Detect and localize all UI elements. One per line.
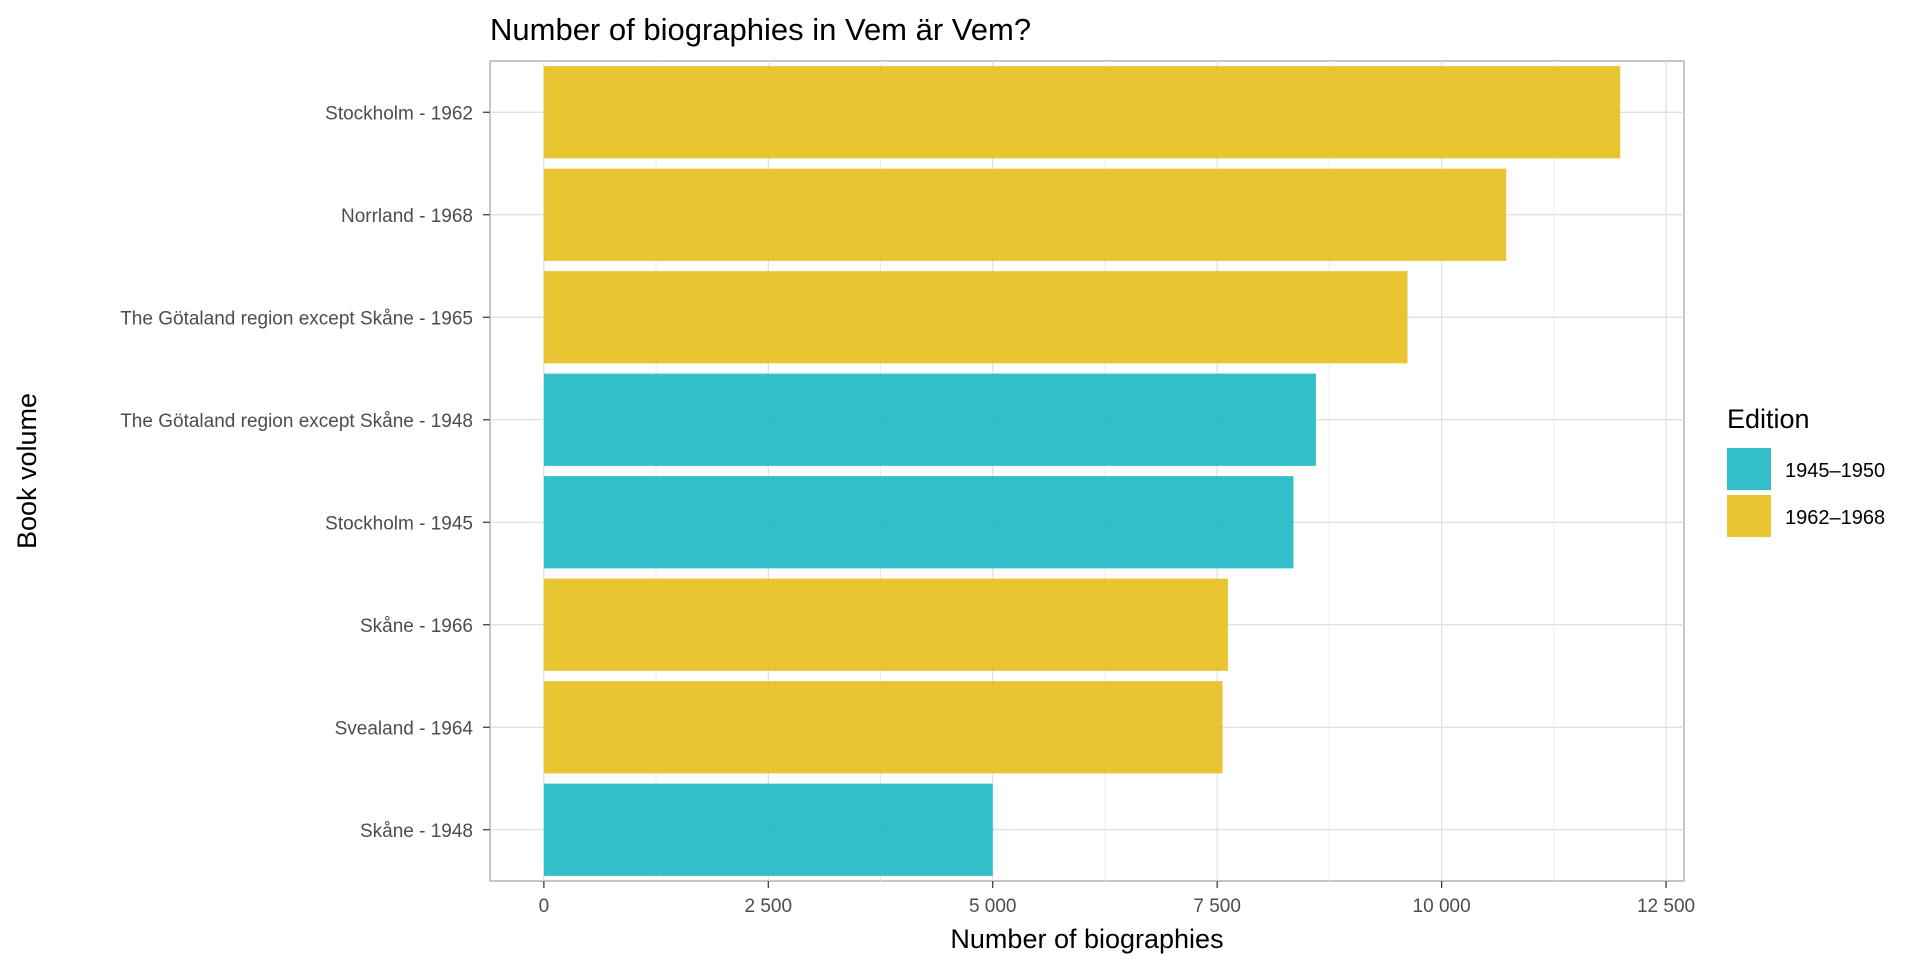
y-axis-title: Book volume [12,393,42,549]
x-axis-title: Number of biographies [950,924,1223,954]
x-tick-label: 10 000 [1413,896,1471,917]
y-tick-label: Svealand - 1964 [335,718,474,739]
legend-label-1962-1968: 1962–1968 [1785,507,1885,529]
legend-title: Edition [1727,404,1810,434]
legend: Edition 1945–1950 1962–1968 [1727,404,1885,537]
y-tick-label: Skåne - 1948 [360,821,473,842]
y-tick-label: The Götaland region except Skåne - 1948 [120,411,473,432]
bar [543,66,1621,159]
x-tick-label: 12 500 [1637,896,1695,917]
bar [543,271,1408,364]
bar [543,168,1507,261]
plot-panel-border [489,60,1685,882]
legend-swatch-1962-1968 [1727,495,1771,537]
bar [543,476,1294,569]
y-tick-label: The Götaland region except Skåne - 1965 [120,308,473,329]
x-tick-label: 5 000 [969,896,1017,917]
x-tick-label: 0 [539,896,550,917]
x-tick-label: 2 500 [745,896,793,917]
x-tick-label: 7 500 [1193,896,1241,917]
legend-swatch-1945-1950 [1727,448,1771,490]
bar [543,783,993,876]
legend-label-1945-1950: 1945–1950 [1785,460,1885,482]
y-tick-label: Stockholm - 1945 [325,513,473,534]
y-tick-label: Skåne - 1966 [360,616,473,637]
x-tick-labels: 0 2 500 5 000 7 500 10 000 12 500 [539,881,1695,917]
y-tick-label: Norrland - 1968 [341,206,473,227]
y-tick-labels: Stockholm - 1962 Norrland - 1968 The Götal… [120,103,490,842]
chart-title: Number of biographies in Vem är Vem? [490,12,1031,47]
y-tick-label: Stockholm - 1962 [325,103,473,124]
bar [543,578,1228,671]
bars [543,66,1621,876]
bar [543,373,1316,466]
bar [543,681,1223,774]
